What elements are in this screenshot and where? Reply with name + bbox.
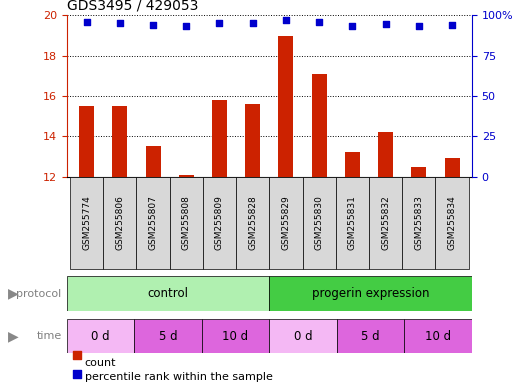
Bar [79,106,94,177]
Bar [67,276,269,311]
Point [73,371,81,377]
Point [116,20,124,26]
Bar [303,177,336,269]
Text: 0 d: 0 d [91,329,110,343]
Bar [70,177,103,269]
Bar [337,319,404,353]
Text: GSM255774: GSM255774 [82,195,91,250]
Bar [103,177,136,269]
Point [382,21,390,27]
Bar [404,319,472,353]
Text: GSM255834: GSM255834 [447,195,457,250]
Text: 0 d: 0 d [294,329,312,343]
Bar [369,177,402,269]
Text: 10 d: 10 d [425,329,451,343]
Text: GSM255831: GSM255831 [348,195,357,250]
Text: GSM255808: GSM255808 [182,195,191,250]
Point [83,19,91,25]
Point [149,22,157,28]
Bar [245,104,260,177]
Text: progerin expression: progerin expression [312,287,429,300]
Text: GSM255807: GSM255807 [149,195,157,250]
Text: GSM255809: GSM255809 [215,195,224,250]
Bar [269,177,303,269]
Bar [411,167,426,177]
Point [315,19,323,25]
Text: control: control [148,287,188,300]
Bar [269,319,337,353]
Point [182,23,190,29]
Point [73,352,81,358]
Text: GSM255830: GSM255830 [314,195,324,250]
Bar [146,146,161,177]
Text: GSM255806: GSM255806 [115,195,124,250]
Bar [436,177,469,269]
Text: GDS3495 / 429053: GDS3495 / 429053 [67,0,198,13]
Bar [202,319,269,353]
Point [215,20,224,26]
Point [249,20,257,26]
Bar [312,74,327,177]
Bar [269,276,472,311]
Bar [336,177,369,269]
Bar [279,36,293,177]
Text: 5 d: 5 d [361,329,380,343]
Point [348,23,357,29]
Point [282,17,290,23]
Text: GSM255833: GSM255833 [415,195,423,250]
Text: ▶: ▶ [8,287,18,301]
Bar [402,177,436,269]
Text: protocol: protocol [16,289,62,299]
Bar [203,177,236,269]
Point [415,23,423,29]
Text: GSM255832: GSM255832 [381,195,390,250]
Text: GSM255829: GSM255829 [282,195,290,250]
Text: count: count [85,358,116,368]
Bar [67,319,134,353]
Text: 10 d: 10 d [223,329,249,343]
Bar [345,152,360,177]
Bar [212,100,227,177]
Text: 5 d: 5 d [159,329,177,343]
Text: time: time [36,331,62,341]
Bar [378,132,393,177]
Text: percentile rank within the sample: percentile rank within the sample [85,372,272,382]
Bar [179,175,194,177]
Text: ▶: ▶ [8,329,18,343]
Bar [112,106,127,177]
Point [448,22,456,28]
Bar [134,319,202,353]
Text: GSM255828: GSM255828 [248,195,257,250]
Bar [236,177,269,269]
Bar [445,159,460,177]
Bar [136,177,170,269]
Bar [170,177,203,269]
